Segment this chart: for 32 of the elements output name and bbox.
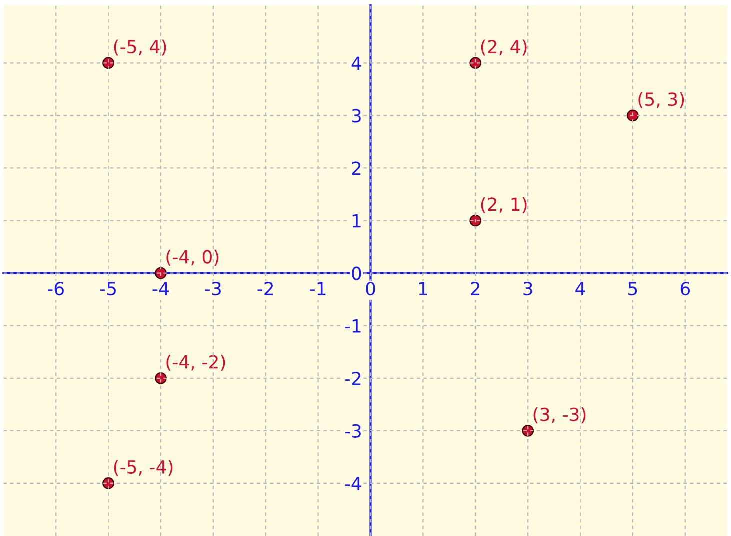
x-tick-label: -6: [48, 282, 64, 296]
annotation: (-5, -4): [114, 460, 173, 476]
y-tick-label: 0: [352, 266, 362, 280]
x-tick-label: -1: [310, 282, 326, 296]
x-tick-label: 0: [366, 282, 376, 296]
y-tick-label: 2: [352, 162, 361, 176]
annotation: (5, 3): [638, 92, 684, 108]
point: [155, 267, 167, 280]
x-tick-label: -4: [152, 282, 169, 296]
annotation: (-4, -2): [166, 354, 226, 372]
y-tick-label: -1: [345, 320, 361, 333]
point: [627, 110, 639, 122]
y-tick-label: 4: [352, 56, 362, 70]
y-tick-label: 1: [352, 214, 361, 228]
y-tick-label: -3: [345, 424, 361, 438]
x-tick-label: 1: [419, 282, 428, 296]
x-tick-label: -5: [100, 282, 116, 296]
annotation: (-4, 0): [166, 250, 219, 266]
y-tick-label: -4: [345, 477, 362, 490]
annotation: (3, -3): [534, 408, 586, 424]
annotation: (-5, 4): [114, 40, 166, 56]
annotation: (2, 1): [481, 197, 527, 214]
y-tick-label: -2: [345, 372, 361, 386]
x-tick-label: 6: [680, 282, 690, 296]
annotation: (2, 4): [481, 40, 527, 56]
y-tick-label: 3: [352, 109, 361, 123]
x-tick-label: -2: [258, 282, 274, 296]
x-tick-label: 5: [628, 282, 638, 296]
x-tick-label: 3: [524, 282, 532, 296]
x-tick-label: -3: [205, 282, 221, 296]
x-tick-label: 4: [576, 282, 586, 296]
x-tick-label: 2: [471, 282, 480, 296]
